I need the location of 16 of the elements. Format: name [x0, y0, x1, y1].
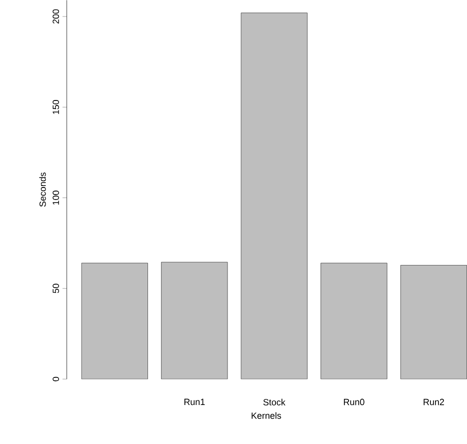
x-tick-label: Stock: [263, 398, 286, 406]
bar: [81, 262, 148, 380]
x-tick-label: Run2: [424, 398, 444, 406]
x-tick-label: Run0: [344, 398, 364, 406]
y-tick-label: 200: [52, 9, 60, 24]
y-tick-label: 100: [52, 190, 60, 205]
bar: [320, 262, 388, 380]
x-axis-title: Kernels: [252, 412, 282, 419]
y-tick-label: 50: [52, 284, 60, 294]
bar: [400, 265, 467, 380]
y-tick-label: 150: [52, 100, 60, 114]
bar: [161, 262, 228, 380]
y-axis-title: Seconds: [39, 172, 46, 207]
bar: [240, 12, 308, 380]
x-tick-label: Run1: [184, 398, 205, 406]
y-tick-label: 0: [52, 376, 60, 382]
